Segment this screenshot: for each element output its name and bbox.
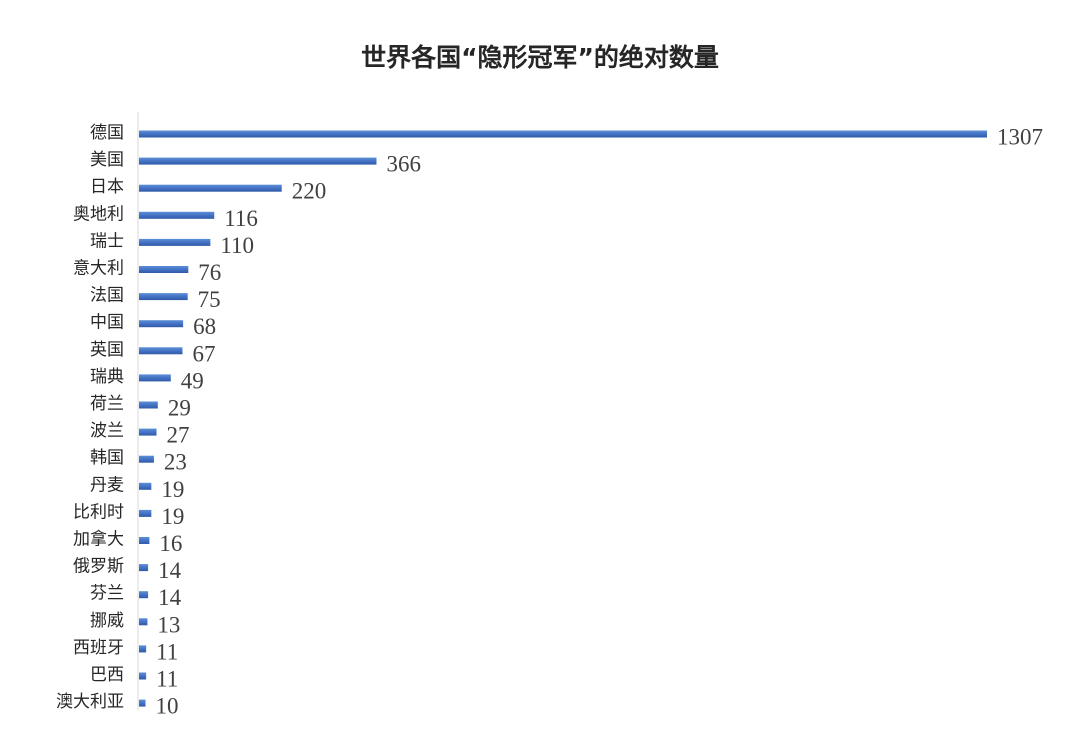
category-label: 巴西 [90,665,124,685]
bar [139,645,147,653]
category-label: 波兰 [90,421,124,441]
data-label: 19 [161,504,184,529]
category-label: 英国 [90,340,124,360]
data-label: 14 [158,558,182,583]
data-label: 11 [156,667,178,692]
bar [139,564,149,572]
category-label: 法国 [90,286,124,306]
data-label: 13 [157,612,180,637]
data-label: 19 [161,477,184,502]
category-label: 意大利 [73,259,124,279]
bar [139,374,171,382]
category-label: 澳大利亚 [56,692,124,712]
data-label: 1307 [997,125,1043,150]
bar [139,320,184,328]
data-label: 220 [292,179,327,204]
data-label: 27 [167,423,190,448]
data-label: 23 [164,450,187,475]
bar [139,428,157,436]
category-label: 丹麦 [90,475,124,495]
bar [139,157,377,165]
data-label: 49 [181,368,204,393]
bar [139,618,148,626]
data-label: 366 [386,152,421,177]
category-label: 加拿大 [73,529,124,550]
data-label: 16 [159,531,182,556]
bar [139,238,211,246]
bar [139,130,987,138]
bar [139,482,152,490]
data-label: 10 [155,694,178,719]
chart-title: 世界各国“隐形冠军”的绝对数量 [361,43,719,72]
category-label: 美国 [90,150,124,170]
data-label: 29 [168,396,191,421]
category-label: 比利时 [73,502,124,522]
bar [139,211,215,219]
bar [139,699,146,707]
data-label: 67 [192,341,215,366]
bar [139,347,183,355]
data-label: 110 [220,233,254,258]
bar [139,672,147,680]
data-label: 75 [198,287,221,312]
data-label: 14 [158,585,182,610]
category-label: 中国 [90,313,124,333]
category-label: 瑞士 [90,231,124,251]
bar [139,537,150,544]
bar [139,266,189,273]
bar [139,184,282,192]
category-label: 挪威 [90,611,124,631]
category-label: 瑞典 [90,367,124,387]
bar [139,455,154,463]
category-label: 日本 [90,177,124,197]
category-label: 西班牙 [73,638,124,658]
bar [139,509,152,517]
data-label: 76 [198,260,221,285]
category-label: 芬兰 [90,584,124,604]
category-label: 奥地利 [73,204,124,224]
category-label: 俄罗斯 [73,557,124,577]
bar [139,401,158,409]
category-label: 荷兰 [90,394,124,414]
bar [139,293,188,301]
category-label: 德国 [90,123,124,143]
data-label: 11 [156,639,178,664]
data-label: 68 [193,314,216,339]
data-label: 116 [224,206,258,231]
bar [139,591,149,599]
category-label: 韩国 [90,448,124,468]
